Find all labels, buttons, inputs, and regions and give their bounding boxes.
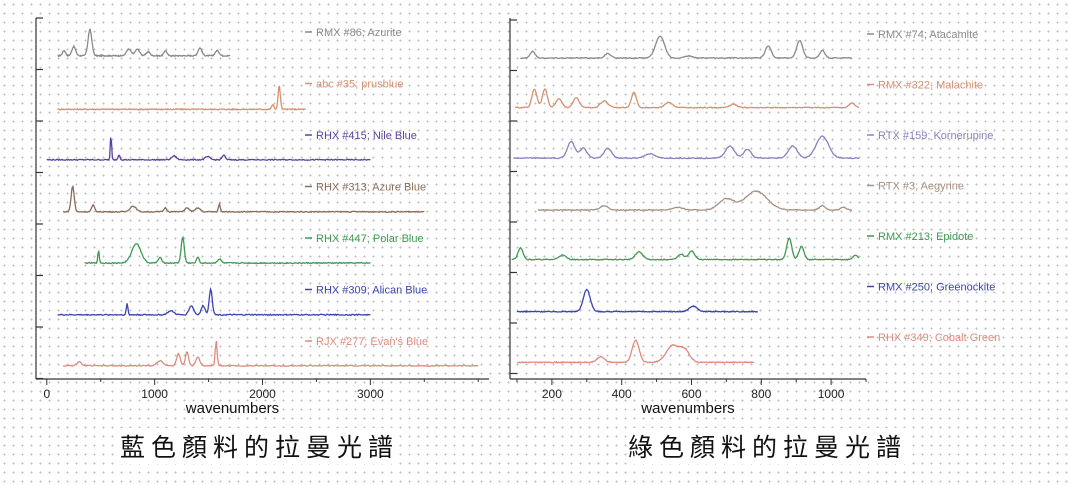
legend-label: RMX #322; Malachite	[878, 80, 983, 92]
legend-label: RHX #349; Cobalt Green	[878, 332, 1000, 344]
legend-label: RHX #447; Polar Blue	[316, 233, 424, 245]
x-tick-label: 1000	[818, 387, 845, 401]
spectrum-line-abc-35-prusblue	[57, 85, 306, 111]
spectrum-line-rmx-250-greenockite	[516, 288, 758, 314]
x-tick-label: 800	[751, 387, 771, 401]
legend-label: RMX #213; Epidote	[878, 231, 973, 243]
legend-label: RJX #277; Evan's Blue	[316, 336, 428, 348]
legend-label: RMX #86; Azurite	[316, 27, 402, 39]
green-pigments-raman-chart: 200 400 600 800 1000 wavenumbers RMX #74; Atac…	[509, 18, 1000, 417]
green-pigments-caption: 綠色顏料的拉曼光譜	[628, 428, 908, 464]
x-tick-label: 1000	[141, 387, 168, 401]
legend-label: RTX #159; Kornerupine	[878, 130, 993, 142]
x-tick-label: 0	[43, 387, 50, 401]
spectrum-line-rtx-3-aegyrine	[537, 190, 853, 212]
x-tick-label: 3000	[357, 387, 384, 401]
spectrum-line-rmx-322-malachite	[515, 88, 860, 109]
spectrum-line-rmx-86-azurite	[57, 28, 231, 58]
x-tick-label: 400	[612, 387, 632, 401]
blue-pigments-caption: 藍色顏料的拉曼光譜	[120, 428, 400, 464]
legend-label: RHX #309; Alican Blue	[316, 285, 427, 297]
x-axis-label: wavenumbers	[640, 400, 734, 417]
legend-label: RMX #250; Greenockite	[878, 282, 995, 294]
x-tick-label: 2000	[249, 387, 276, 401]
spectrum-line-rmx-74-atacamite	[520, 35, 853, 60]
legend-label: RHX #415; Nile Blue	[316, 130, 417, 142]
legend-label: RMX #74; Atacamite	[878, 29, 978, 41]
spectrum-line-rtx-159-kornerupine	[513, 135, 860, 160]
x-tick-label: 600	[681, 387, 701, 401]
spectrum-line-rhx-313-azure-blue	[62, 184, 425, 214]
x-tick-label: 200	[542, 387, 562, 401]
spectrum-line-rjx-277-evan-s-blue	[62, 340, 479, 368]
spectrum-line-rhx-309-alican-blue	[57, 286, 371, 317]
spectrum-line-rhx-447-polar-blue	[84, 235, 371, 265]
legend-label: RTX #3; Aegyrine	[878, 181, 964, 193]
spectrum-line-rmx-213-epidote	[511, 237, 860, 261]
blue-pigments-raman-chart: 0 1000 2000 3000 wavenumbers RMX #86; Azurite…	[35, 17, 489, 417]
x-axis-label: wavenumbers	[185, 400, 279, 417]
legend-label: abc #35; prusblue	[316, 79, 403, 91]
legend-label: RHX #313; Azure Blue	[316, 182, 426, 194]
spectrum-line-rhx-349-cobalt-green	[516, 339, 755, 364]
spectrum-line-rhx-415-nile-blue	[46, 137, 371, 162]
